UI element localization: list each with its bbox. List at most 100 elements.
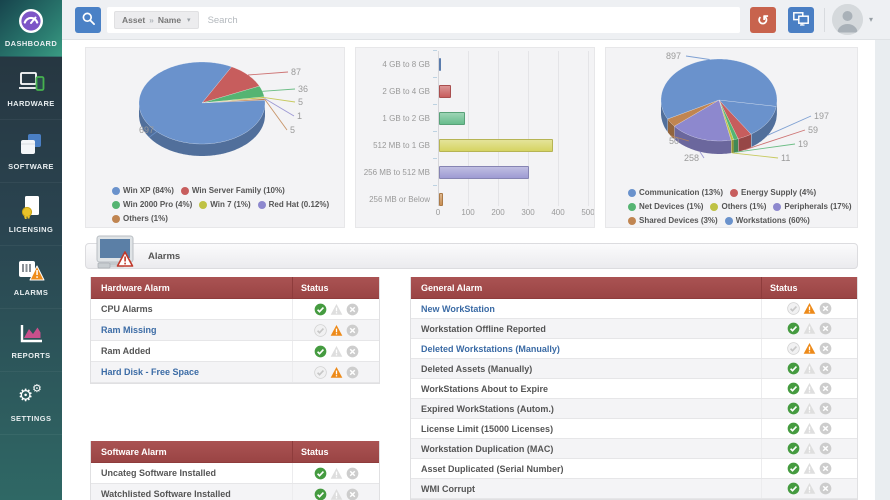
- alarm-label: Workstation Offline Reported: [421, 323, 546, 334]
- history-button[interactable]: ↺: [750, 7, 776, 33]
- sidebar-item-software[interactable]: SOFTWARE: [0, 120, 62, 183]
- check-status-icon[interactable]: [314, 303, 327, 316]
- filter-secondary: Name: [157, 15, 182, 25]
- warning-status-icon[interactable]: [330, 303, 343, 316]
- check-status-icon[interactable]: [787, 302, 800, 315]
- alarm-label[interactable]: Deleted Workstations (Manually): [421, 343, 560, 354]
- check-status-icon[interactable]: [787, 382, 800, 395]
- warning-status-icon[interactable]: [803, 402, 816, 415]
- warning-status-icon[interactable]: [330, 488, 343, 500]
- check-status-icon[interactable]: [787, 322, 800, 335]
- svg-text:1: 1: [297, 111, 302, 121]
- displays-icon: [793, 11, 809, 29]
- sidebar-item-label: REPORTS: [11, 351, 51, 360]
- alarm-label[interactable]: New WorkStation: [421, 303, 495, 314]
- status-cell: [761, 419, 857, 438]
- dismiss-status-icon[interactable]: [346, 488, 359, 500]
- svg-text:258: 258: [684, 153, 699, 163]
- alarm-label: Uncateg Software Installed: [101, 468, 217, 478]
- warning-status-icon[interactable]: [803, 442, 816, 455]
- table-row[interactable]: Hard Disk - Free Space: [91, 362, 379, 383]
- table-row[interactable]: Ram Missing: [91, 320, 379, 341]
- dismiss-status-icon[interactable]: [819, 482, 832, 495]
- alarm-label[interactable]: Ram Missing: [101, 325, 157, 335]
- check-status-icon[interactable]: [314, 488, 327, 500]
- svg-text:11: 11: [781, 153, 790, 163]
- sidebar-item-label: HARDWARE: [7, 99, 55, 108]
- check-status-icon[interactable]: [314, 467, 327, 480]
- warning-status-icon[interactable]: [803, 382, 816, 395]
- sidebar-item-licensing[interactable]: LICENSING: [0, 183, 62, 246]
- dismiss-status-icon[interactable]: [819, 302, 832, 315]
- legend-color-dot: [112, 214, 120, 223]
- table-row[interactable]: New WorkStation: [411, 299, 857, 319]
- check-status-icon[interactable]: [313, 323, 327, 337]
- status-cell: [292, 320, 379, 340]
- sidebar: DASHBOARD HARDWARE SOFTWARE LICENSING AL…: [0, 0, 62, 500]
- check-status-icon[interactable]: [787, 402, 800, 415]
- check-status-icon[interactable]: [314, 345, 327, 358]
- dismiss-status-icon[interactable]: [346, 467, 359, 480]
- dismiss-status-icon[interactable]: [819, 362, 832, 375]
- legend-item: Win 7 (1%): [199, 200, 251, 209]
- table-row: CPU Alarms: [91, 299, 379, 320]
- sidebar-item-dashboard[interactable]: DASHBOARD: [0, 0, 62, 57]
- dismiss-status-icon[interactable]: [819, 322, 832, 335]
- search-filter-dropdown[interactable]: Asset » Name ▾: [114, 11, 199, 29]
- legend-item: Win Server Family (10%): [180, 186, 285, 195]
- warning-status-icon[interactable]: [330, 467, 343, 480]
- svg-text:5: 5: [290, 125, 295, 135]
- alarm-label: WMI Corrupt: [421, 483, 475, 494]
- check-status-icon[interactable]: [313, 365, 327, 379]
- avatar[interactable]: [832, 4, 863, 35]
- check-status-icon[interactable]: [787, 362, 800, 375]
- dismiss-status-icon[interactable]: [819, 442, 832, 455]
- x-axis-tick-label: 300: [521, 208, 535, 217]
- search-button[interactable]: [75, 7, 101, 33]
- warning-status-icon[interactable]: [330, 324, 343, 337]
- sidebar-item-hardware[interactable]: HARDWARE: [0, 57, 62, 120]
- warning-status-icon[interactable]: [330, 345, 343, 358]
- dismiss-status-icon[interactable]: [346, 324, 359, 337]
- check-status-icon[interactable]: [787, 442, 800, 455]
- check-status-icon[interactable]: [787, 342, 800, 355]
- check-status-icon[interactable]: [787, 422, 800, 435]
- sidebar-item-alarms[interactable]: ALARMS: [0, 246, 62, 309]
- hardware-icon: [18, 68, 45, 94]
- table-row: Workstation Duplication (MAC): [411, 439, 857, 459]
- memory-bar-chart: 0 100 200 300 400 500 4 GB to 8 GB 2 GB to 4 GB…: [356, 48, 594, 227]
- dismiss-status-icon[interactable]: [819, 422, 832, 435]
- displays-button[interactable]: [788, 7, 814, 33]
- dismiss-status-icon[interactable]: [346, 345, 359, 358]
- check-status-icon[interactable]: [787, 462, 800, 475]
- dismiss-status-icon[interactable]: [346, 303, 359, 316]
- sidebar-item-reports[interactable]: REPORTS: [0, 309, 62, 372]
- warning-status-icon[interactable]: [803, 362, 816, 375]
- warning-status-icon[interactable]: [330, 366, 343, 379]
- warning-status-icon[interactable]: [803, 302, 816, 315]
- dismiss-status-icon[interactable]: [819, 382, 832, 395]
- dismiss-status-icon[interactable]: [819, 402, 832, 415]
- check-status-icon[interactable]: [787, 482, 800, 495]
- dismiss-status-icon[interactable]: [819, 342, 832, 355]
- svg-text:59: 59: [808, 125, 818, 135]
- sidebar-item-settings[interactable]: ⚙ ⚙ SETTINGS: [0, 372, 62, 435]
- status-cell: [761, 379, 857, 398]
- warning-status-icon[interactable]: [803, 342, 816, 355]
- sidebar-item-label: ALARMS: [13, 288, 49, 297]
- dismiss-status-icon[interactable]: [346, 366, 359, 379]
- table-row[interactable]: Deleted Workstations (Manually): [411, 339, 857, 359]
- warning-status-icon[interactable]: [803, 322, 816, 335]
- warning-status-icon[interactable]: [803, 482, 816, 495]
- legend-color-dot: [724, 216, 733, 225]
- warning-status-icon[interactable]: [803, 422, 816, 435]
- scrollbar[interactable]: [875, 40, 890, 500]
- warning-status-icon[interactable]: [803, 462, 816, 475]
- search-input[interactable]: [198, 14, 740, 26]
- avatar-chevron-icon[interactable]: ▾: [869, 15, 874, 24]
- dismiss-status-icon[interactable]: [819, 462, 832, 475]
- svg-text:36: 36: [298, 84, 308, 94]
- status-cell: [292, 299, 379, 319]
- alarm-icon: [17, 257, 45, 283]
- alarm-label[interactable]: Hard Disk - Free Space: [101, 367, 200, 377]
